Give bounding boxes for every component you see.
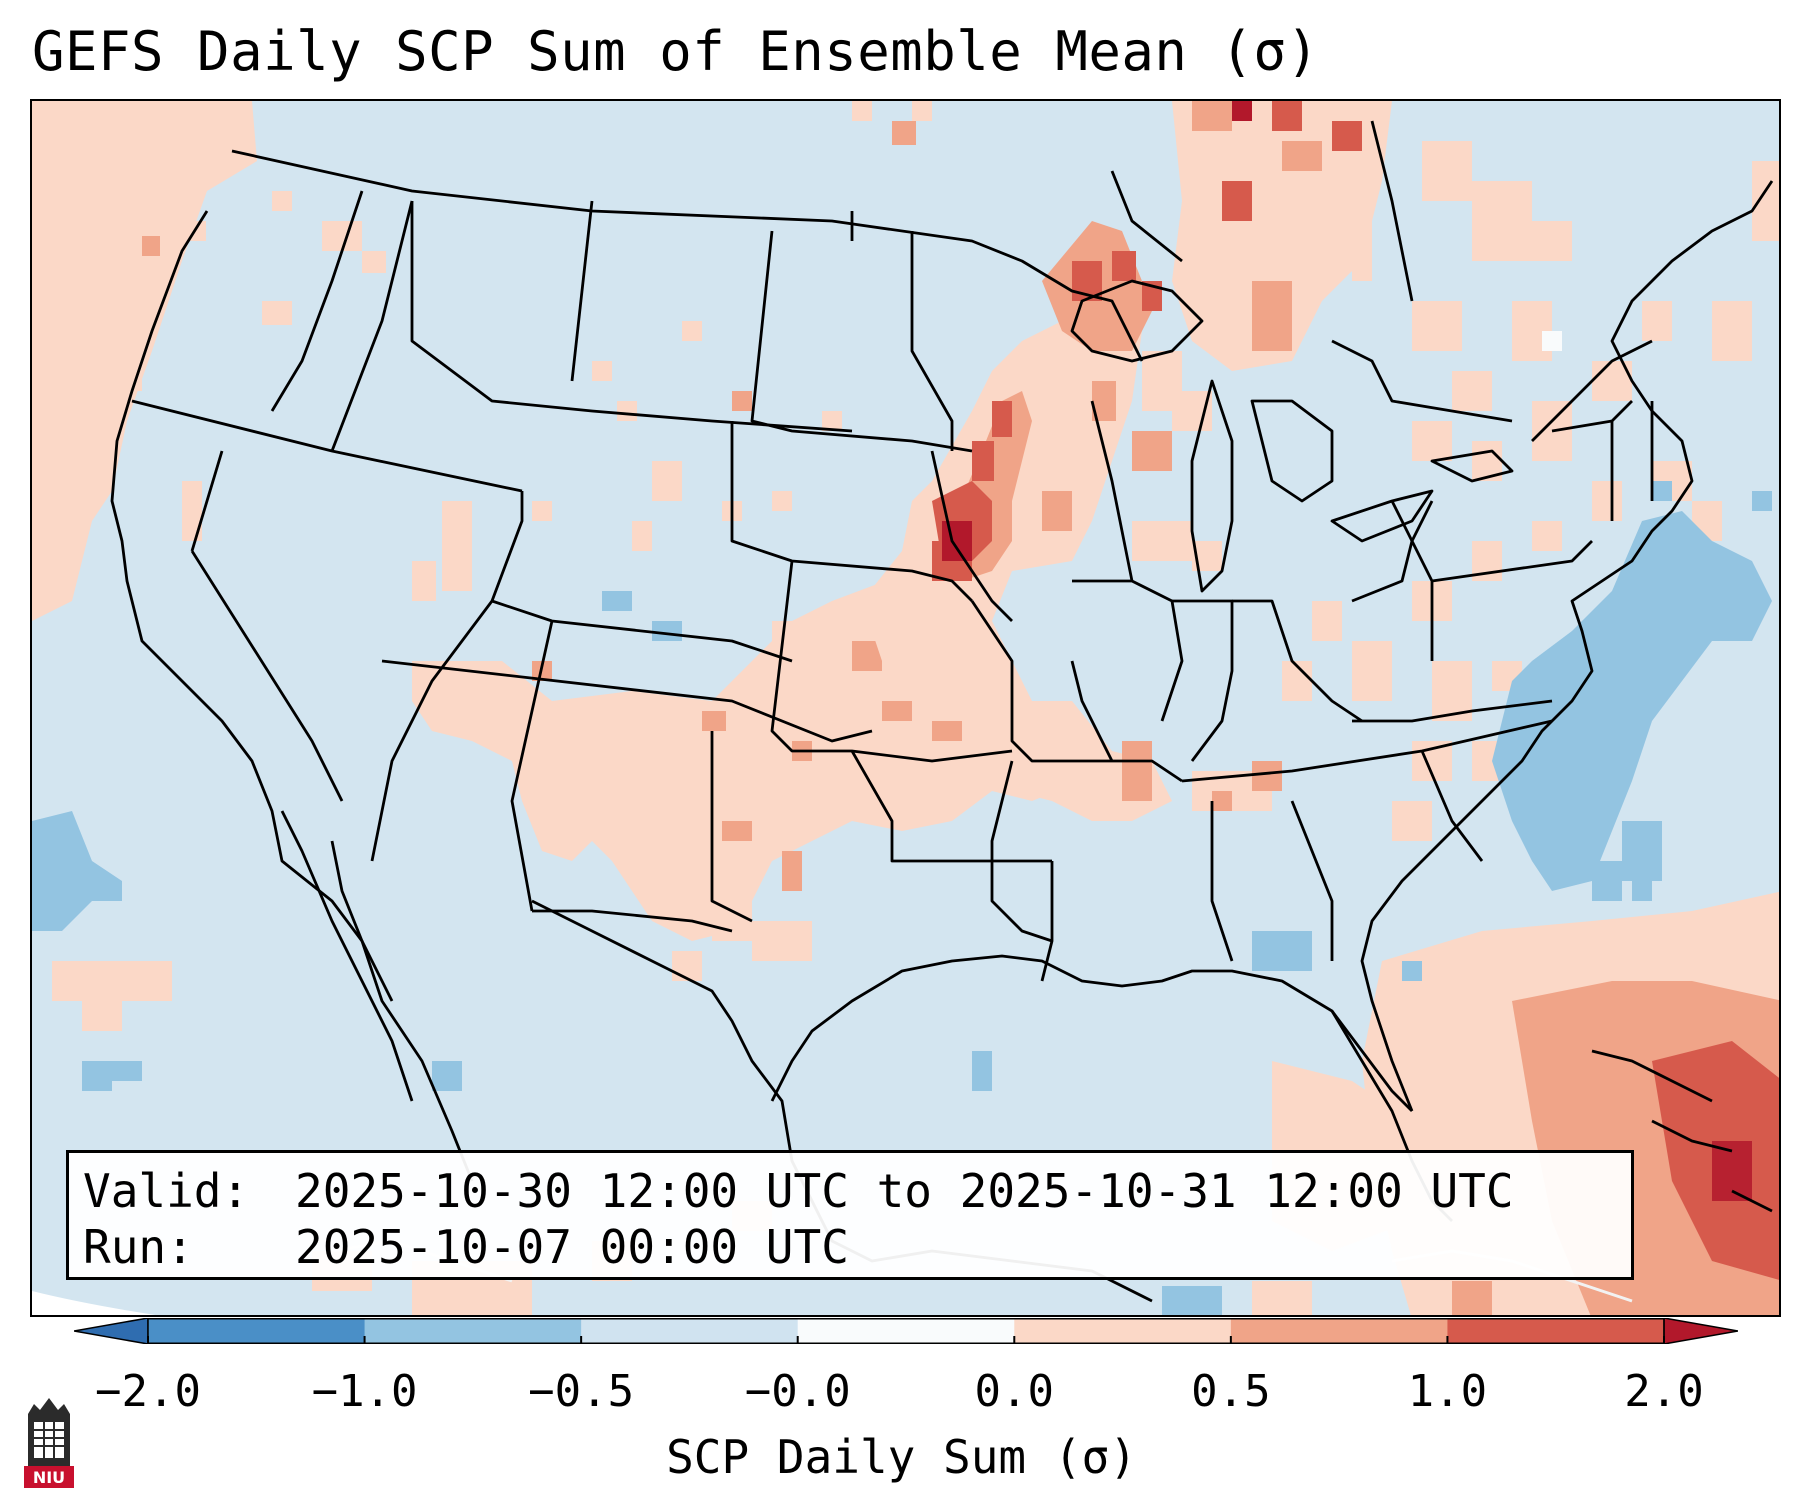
run-label: Run: xyxy=(83,1220,194,1274)
colorbar-tick-label: −0.5 xyxy=(528,1366,635,1417)
valid-value: 2025-10-30 12:00 UTC to 2025-10-31 12:00… xyxy=(295,1164,1514,1218)
colorbar-outline xyxy=(147,1318,1665,1344)
colorbar xyxy=(74,1318,1738,1344)
logo-text: NIU xyxy=(33,1468,65,1487)
colorbar-tick-label: 2.0 xyxy=(1624,1366,1704,1417)
colorbar-extend-low xyxy=(74,1318,149,1344)
lake-superior xyxy=(1070,279,1204,363)
valid-row: Valid: 2025-10-30 12:00 UTC to 2025-10-3… xyxy=(83,1163,1617,1219)
colorbar-segment-0 xyxy=(148,1318,366,1344)
lake-michigan xyxy=(1190,379,1234,593)
valid-label: Valid: xyxy=(83,1164,250,1218)
canada-border xyxy=(231,149,1144,362)
colorbar-tick-label: −0.0 xyxy=(744,1366,851,1417)
run-value: 2025-10-07 00:00 UTC xyxy=(295,1220,849,1274)
run-row: Run: 2025-10-07 00:00 UTC xyxy=(83,1219,1617,1275)
colorbar-tick-label: −2.0 xyxy=(95,1366,201,1417)
colorbar-tick-label: 0.0 xyxy=(974,1366,1055,1417)
colorbar-segment-2 xyxy=(581,1318,799,1344)
east-coast xyxy=(1360,180,1774,1112)
colorbar-segment-1 xyxy=(364,1318,582,1344)
niu-tower-logo: NIU xyxy=(24,1398,74,1488)
colorbar-label: SCP Daily Sum (σ) xyxy=(666,1430,1137,1484)
west-coast xyxy=(110,210,474,1182)
boundaries xyxy=(110,120,1774,1303)
colorbar-segment-5 xyxy=(1230,1318,1448,1344)
colorbar-tick-label: 1.0 xyxy=(1407,1366,1488,1417)
map-title: GEFS Daily SCP Sum of Ensemble Mean (σ) xyxy=(32,20,1320,83)
colorbar-segment-4 xyxy=(1014,1318,1232,1344)
map-panel xyxy=(30,99,1781,1317)
lake-erie xyxy=(1330,489,1434,543)
valid-run-info-box: Valid: 2025-10-30 12:00 UTC to 2025-10-3… xyxy=(66,1150,1634,1280)
colorbar-tick-label: 0.5 xyxy=(1191,1366,1271,1417)
colorbar-tick-label: −1.0 xyxy=(311,1366,418,1417)
colorbar-segment-3 xyxy=(797,1318,1015,1344)
projection-edge xyxy=(32,1291,156,1315)
colorbar-extend-high xyxy=(1663,1318,1738,1344)
lake-ontario xyxy=(1430,449,1514,483)
negative-anomaly-field xyxy=(32,331,1772,1315)
lake-huron xyxy=(1250,399,1334,503)
colorbar-segment-6 xyxy=(1447,1318,1665,1344)
